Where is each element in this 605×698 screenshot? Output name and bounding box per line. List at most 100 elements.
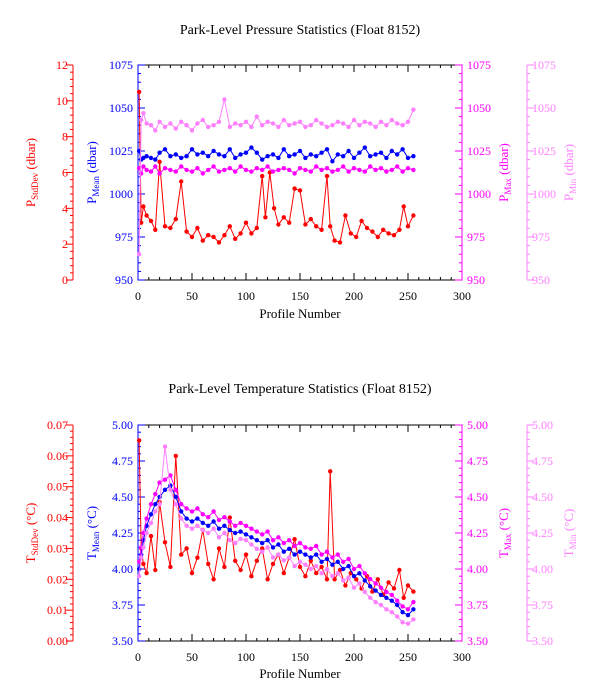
data-point	[141, 164, 146, 169]
chart-title: Park-Level Temperature Statistics (Float…	[168, 382, 431, 397]
data-point	[233, 558, 238, 563]
data-point	[378, 166, 384, 171]
data-point	[179, 155, 184, 161]
data-point	[337, 240, 343, 245]
data-point	[153, 491, 158, 497]
data-point	[368, 576, 373, 582]
data-point	[141, 561, 146, 567]
y-axis-label-main: T	[23, 555, 38, 563]
data-point	[238, 123, 243, 128]
data-point	[324, 166, 330, 171]
data-point	[370, 229, 375, 234]
data-point	[405, 612, 411, 618]
data-point	[281, 558, 286, 563]
y-axis-label: PMax (dbar)	[496, 143, 513, 202]
data-point	[378, 602, 384, 608]
data-point	[362, 571, 367, 576]
y-tick-label: 1075	[467, 58, 491, 72]
y-tick-label: 4.25	[532, 526, 553, 540]
data-point	[303, 552, 308, 557]
data-point	[153, 227, 158, 232]
x-tick-label: 250	[399, 650, 417, 664]
data-point	[362, 169, 367, 174]
y-tick-label: 0.01	[47, 603, 68, 617]
data-point	[405, 607, 411, 612]
data-point	[314, 164, 319, 169]
data-point	[254, 114, 259, 119]
y-tick-label: 4.75	[467, 454, 488, 468]
y-tick-label: 0.04	[47, 511, 68, 525]
data-point	[216, 546, 222, 551]
data-point	[249, 169, 254, 174]
data-point	[136, 574, 142, 579]
data-point	[189, 570, 195, 576]
data-point	[184, 229, 189, 234]
y-tick-label: 950	[115, 273, 133, 287]
data-point	[222, 515, 227, 520]
x-tick-label: 300	[453, 650, 471, 664]
y-axis-label-main: P	[23, 200, 38, 207]
data-point	[400, 147, 405, 152]
data-point	[391, 233, 397, 238]
data-point	[386, 231, 391, 236]
data-point	[411, 167, 416, 173]
data-point	[330, 555, 335, 560]
data-point	[265, 538, 270, 543]
data-point	[233, 530, 238, 536]
data-point	[195, 516, 200, 521]
data-point	[227, 515, 232, 520]
data-point	[173, 216, 178, 222]
data-point	[211, 577, 216, 582]
data-point	[362, 119, 367, 125]
data-point	[319, 150, 324, 155]
data-point	[211, 164, 216, 169]
data-point	[148, 502, 154, 507]
data-point	[148, 218, 154, 224]
data-point	[270, 538, 276, 543]
y-axis-label: TStdDev (°C)	[23, 503, 40, 564]
data-point	[332, 238, 337, 243]
data-point	[148, 155, 154, 161]
data-point	[148, 512, 154, 517]
y-axis-label-main: P	[561, 194, 576, 201]
data-point	[389, 148, 394, 154]
data-point	[368, 595, 373, 600]
data-point	[297, 188, 303, 193]
data-point	[281, 147, 286, 152]
y-tick-label: 3.50	[112, 634, 133, 648]
data-point	[157, 502, 162, 507]
data-point	[206, 561, 211, 567]
data-point	[368, 121, 373, 126]
x-tick-label: 0	[135, 650, 141, 664]
data-point	[292, 171, 297, 176]
data-point	[351, 155, 357, 161]
data-point	[238, 164, 243, 169]
data-point	[139, 171, 144, 176]
data-point	[330, 159, 335, 164]
y-axis-label-main: T	[496, 550, 511, 558]
data-point	[233, 155, 238, 161]
data-point	[189, 128, 195, 133]
y-tick-label: 5.00	[112, 418, 133, 432]
data-point	[281, 570, 286, 576]
data-point	[330, 123, 335, 128]
y-tick-label: 4.75	[532, 454, 553, 468]
data-point	[260, 546, 265, 551]
data-point	[189, 169, 195, 174]
data-point	[341, 578, 346, 583]
data-point	[351, 566, 357, 572]
data-point	[292, 543, 297, 549]
data-point	[308, 558, 313, 563]
data-point	[144, 570, 149, 576]
data-point	[287, 154, 292, 159]
x-tick-label: 50	[186, 289, 198, 303]
data-point	[179, 502, 184, 507]
y-tick-label: 4.50	[112, 490, 133, 504]
data-point	[227, 124, 232, 130]
data-point	[184, 506, 189, 511]
y-tick-label: 0.00	[47, 634, 68, 648]
data-point	[227, 538, 232, 543]
data-point	[211, 519, 216, 524]
data-point	[153, 509, 158, 514]
y-axis-label: PStdDev (dbar)	[23, 138, 40, 207]
